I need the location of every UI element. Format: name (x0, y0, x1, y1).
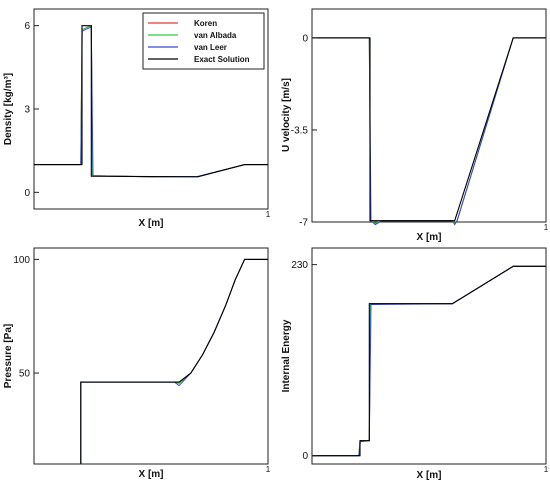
energy-x-tick-label: 1 (544, 465, 549, 474)
velocity-series-van-albada (312, 37, 546, 225)
velocity-series-koren (312, 37, 546, 225)
energy-y-axis-title: Internal Energy (281, 319, 292, 392)
velocity-y-tick-label: 0 (302, 33, 308, 44)
legend: Koren van Albada van Leer Exact Solution (142, 12, 265, 70)
velocity-y-tick-label: -3.5 (291, 125, 309, 136)
pressure-panel: 50 100 1 X [m] Pressure [Pa] (3, 247, 271, 480)
pressure-series-van-albada (80, 258, 268, 464)
velocity-panel: -7 -3.5 0 1 X [m] U velocity [m/s] (281, 8, 549, 243)
energy-x-axis-title: X [m] (417, 470, 442, 481)
legend-box (142, 12, 265, 70)
velocity-series-exact (312, 37, 546, 222)
density-y-axis-title: Density [kg/m³] (3, 73, 14, 145)
density-y-tick-label: 6 (24, 21, 30, 32)
energy-series-koren (312, 265, 546, 457)
pressure-series-koren (80, 258, 268, 464)
density-panel: 0 3 6 1 X [m] Density [kg/m³] Koren van Alb… (3, 8, 271, 229)
energy-plot-frame (311, 247, 547, 465)
density-series-exact (34, 25, 268, 178)
pressure-x-axis-title: X [m] (139, 469, 164, 480)
legend-label-exact-solution: Exact Solution (194, 55, 250, 64)
pressure-y-tick-label: 100 (13, 255, 30, 266)
pressure-x-tick-label: 1 (266, 465, 271, 474)
energy-series-exact (312, 265, 546, 457)
pressure-plot-frame (33, 247, 269, 465)
energy-y-tick-label: 0 (302, 451, 308, 462)
energy-y-tick-label: 230 (291, 260, 308, 271)
density-x-axis-title: X [m] (139, 218, 164, 229)
pressure-series-exact (80, 258, 268, 464)
pressure-series-van-leer (80, 258, 268, 464)
energy-series-van-albada (312, 265, 546, 457)
velocity-x-tick-label: 1 (544, 223, 549, 232)
velocity-x-axis-title: X [m] (417, 232, 442, 243)
density-y-tick-label: 0 (24, 188, 30, 199)
velocity-y-axis-title: U velocity [m/s] (281, 78, 292, 152)
pressure-y-axis-title: Pressure [Pa] (3, 324, 14, 388)
pressure-y-tick-label: 50 (19, 369, 31, 380)
velocity-plot-frame (311, 8, 547, 223)
energy-panel: 0 230 1 X [m] Internal Energy (281, 247, 549, 481)
density-x-tick-label: 1 (266, 210, 271, 219)
legend-label-koren: Koren (194, 19, 217, 28)
density-y-tick-label: 3 (24, 105, 30, 116)
velocity-series-van-leer (312, 37, 546, 226)
energy-series-van-leer (312, 265, 546, 457)
legend-label-van-leer: van Leer (194, 43, 227, 52)
legend-label-van-albada: van Albada (194, 31, 237, 40)
velocity-y-tick-label: -7 (299, 218, 308, 229)
